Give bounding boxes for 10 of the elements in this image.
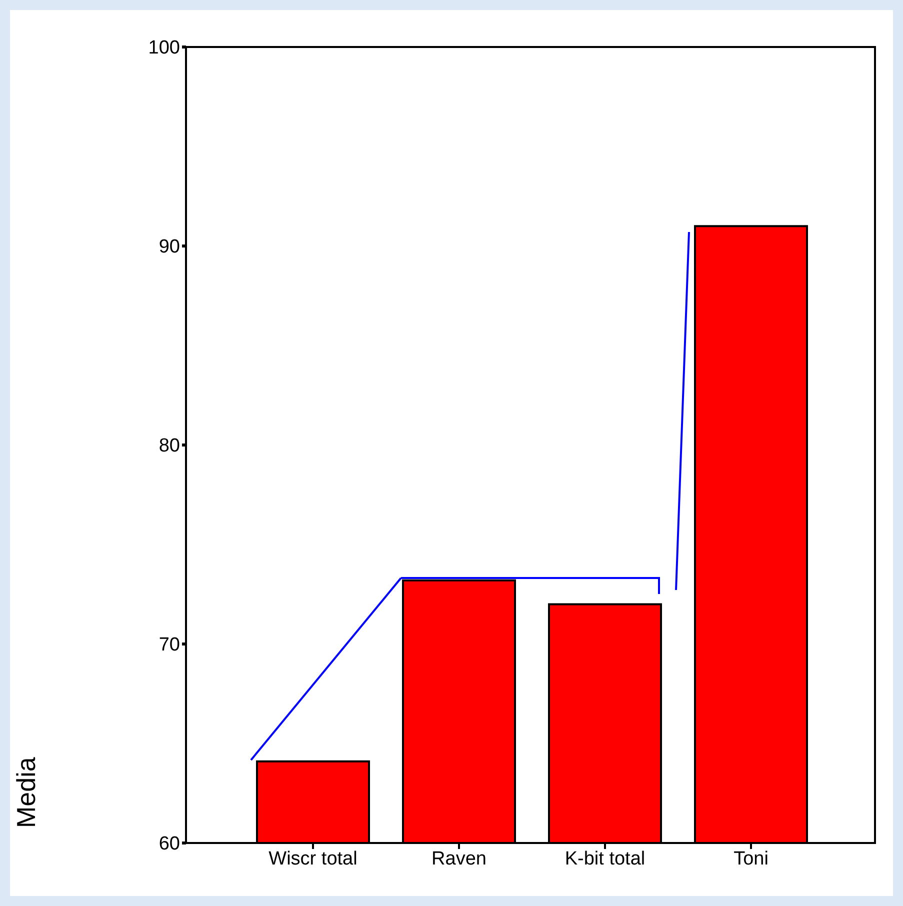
y-tick-label: 100 (148, 38, 180, 59)
x-tick-label: K-bit total (564, 848, 646, 870)
x-tick-label: Raven (432, 848, 486, 870)
y-axis-title: Media (11, 756, 41, 828)
x-tick-label: Toni (734, 848, 768, 870)
y-tick-label: 60 (158, 834, 180, 855)
x-tick-label: Wiscr total (268, 848, 358, 870)
y-tick-label: 70 (158, 634, 180, 656)
y-tick-label: 80 (158, 436, 180, 457)
y-tick-label: 90 (158, 236, 180, 258)
